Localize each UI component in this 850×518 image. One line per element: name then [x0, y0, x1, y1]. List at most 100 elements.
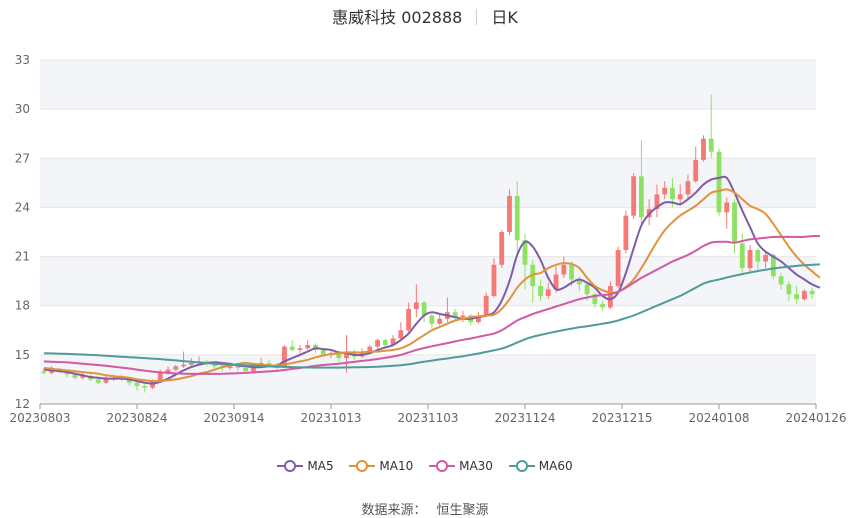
candle-body — [561, 264, 567, 275]
candle-body — [142, 385, 148, 388]
candle-body — [763, 254, 768, 262]
candle-body — [716, 151, 722, 213]
legend-label: MA5 — [307, 459, 334, 473]
source-label: 数据来源： — [361, 503, 427, 518]
legend-item-ma60[interactable]: MA60 — [508, 459, 573, 473]
candle-body — [367, 346, 373, 352]
candle-body — [693, 159, 699, 182]
candle-body — [631, 176, 637, 216]
stock-name: 惠威科技 002888 — [332, 8, 463, 27]
candle-body — [181, 364, 186, 367]
x-tick-label: 20231124 — [494, 411, 555, 425]
candle-body — [80, 376, 86, 378]
x-tick-label: 20230803 — [9, 411, 70, 425]
candle-body — [522, 240, 528, 265]
candle-body — [677, 194, 683, 200]
candle-body — [305, 345, 311, 349]
candle-body — [794, 294, 800, 300]
candle-body — [770, 254, 776, 277]
candle-body — [778, 276, 784, 285]
candle-body — [390, 338, 396, 346]
candle-body — [732, 202, 737, 244]
candle-body — [72, 374, 78, 378]
y-tick-label: 27 — [15, 151, 30, 165]
candle-body — [809, 290, 815, 295]
legend-item-ma10[interactable]: MA10 — [349, 459, 413, 473]
y-tick-label: 15 — [15, 348, 30, 362]
candle-body — [483, 295, 489, 316]
x-tick-label: 20230914 — [203, 411, 264, 425]
candle-body — [623, 215, 629, 251]
ma-lines — [43, 175, 821, 385]
x-tick-label: 20231013 — [300, 411, 361, 425]
candle-body — [165, 369, 171, 373]
candle-body — [173, 366, 179, 370]
candle-body — [157, 372, 163, 382]
candle-body — [514, 195, 520, 241]
x-axis-ticks: 20230803 20230824 20230914 20231013 20231103… — [9, 404, 847, 425]
candle-body — [801, 290, 807, 300]
line-ma5 — [43, 175, 821, 385]
candle-body — [553, 274, 559, 290]
candle-body — [584, 284, 590, 295]
candle-body — [615, 250, 621, 287]
candle-body — [739, 243, 745, 269]
data-source: 数据来源： 恒生聚源 — [0, 499, 850, 518]
candle-body — [243, 367, 249, 372]
candle-body — [724, 202, 730, 213]
x-tick-label: 20230824 — [106, 411, 167, 425]
candle-body — [126, 379, 132, 383]
candle-body — [344, 351, 349, 359]
candle-body — [227, 366, 233, 368]
candle-body — [592, 294, 598, 305]
legend-label: MA60 — [538, 459, 573, 473]
plot-band — [40, 60, 816, 110]
candle-body — [406, 308, 412, 331]
line-ma30 — [43, 235, 820, 375]
candle-body — [95, 379, 101, 383]
candle-body — [708, 138, 714, 152]
period-label: 日K — [491, 8, 518, 27]
source-provider: 恒生聚源 — [436, 503, 489, 518]
candle-body — [670, 187, 675, 200]
grid-lines — [40, 59, 816, 405]
candle-body — [460, 315, 466, 318]
y-axis-ticks: 12 15 18 21 24 27 30 33 — [15, 53, 30, 411]
legend-label: MA10 — [379, 459, 414, 473]
plot-bands — [40, 60, 816, 404]
candle-body — [476, 315, 481, 323]
legend-item-ma5[interactable]: MA5 — [277, 459, 334, 473]
candle-body — [507, 195, 512, 232]
y-tick-label: 30 — [15, 102, 30, 116]
y-tick-label: 21 — [15, 250, 30, 264]
candle-body — [413, 302, 419, 309]
candle-body — [429, 315, 435, 324]
legend: MA5 MA10 MA30 MA60 — [0, 459, 850, 475]
candle-body — [382, 340, 388, 346]
candle-body — [134, 382, 140, 386]
x-tick-label: 20231103 — [397, 411, 458, 425]
candle-body — [654, 194, 660, 210]
plot-band — [40, 158, 816, 208]
candle-body — [576, 279, 582, 285]
candle-body — [786, 284, 792, 295]
candle-body — [545, 289, 551, 296]
candle-body — [297, 348, 303, 350]
x-tick-label: 20231215 — [591, 411, 652, 425]
line-ma60 — [43, 263, 820, 369]
candle-body — [569, 264, 574, 280]
candle-body — [320, 349, 326, 355]
candle-body — [421, 302, 427, 316]
candle-body — [289, 346, 295, 350]
plot-band — [40, 354, 816, 404]
candle-body — [452, 312, 458, 318]
candle-body — [188, 363, 194, 365]
candle-body — [600, 304, 606, 308]
candle-body — [437, 318, 443, 324]
legend-item-ma30[interactable]: MA30 — [429, 459, 493, 473]
candle-body — [266, 363, 272, 365]
candle-body — [662, 187, 668, 195]
candle-body — [250, 366, 256, 372]
candle-body — [491, 264, 497, 296]
